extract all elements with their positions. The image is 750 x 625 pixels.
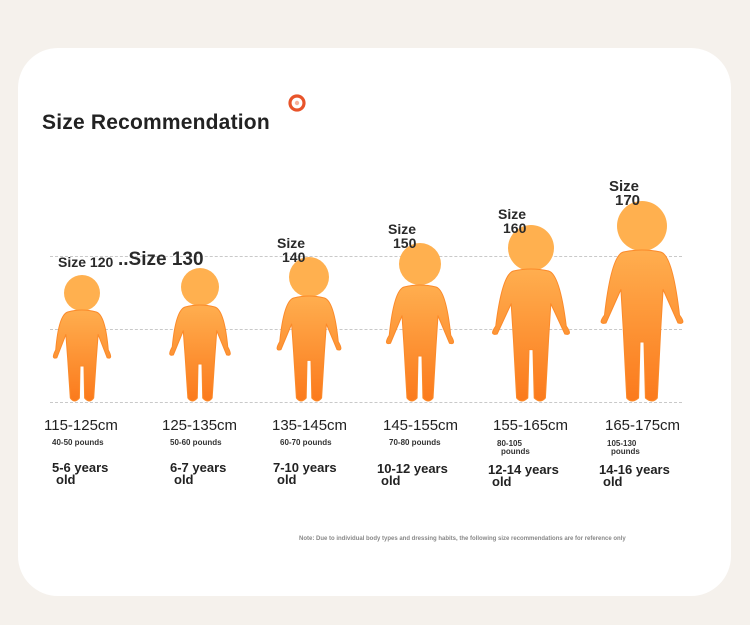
- weight-range-160: 80-105 pounds: [497, 439, 530, 456]
- figure-body: [169, 304, 231, 402]
- age-range-160: 12-14 years old: [488, 462, 559, 489]
- weight-range-150: 70-80 pounds: [389, 438, 441, 447]
- child-figure-140: [276, 257, 342, 402]
- figure-head: [399, 243, 441, 285]
- figure-body: [385, 284, 455, 402]
- size-label-140: Size 140: [277, 235, 306, 265]
- figure-head: [289, 257, 329, 297]
- child-figure-160: [492, 225, 570, 402]
- size-label-160: Size 160: [498, 206, 527, 236]
- figure-body: [492, 268, 570, 402]
- height-range-150: 145-155cm: [383, 417, 459, 434]
- figure-head: [508, 225, 554, 271]
- weight-range-130: 50-60 pounds: [170, 438, 222, 447]
- age-range-150: 10-12 years old: [377, 461, 448, 488]
- guide-line-middle: [50, 329, 682, 330]
- size-label-170: Size 170: [609, 178, 641, 209]
- figure-body: [276, 295, 342, 402]
- figure-head: [64, 275, 100, 311]
- guide-line-bottom: [50, 402, 682, 403]
- weight-range-170: 105-130 pounds: [607, 439, 640, 456]
- guide-line-top: [50, 256, 682, 257]
- age-range-130: 6-7 years old: [170, 460, 227, 487]
- child-figure-130: [169, 268, 231, 402]
- child-figure-170: [600, 201, 684, 402]
- height-range-160: 155-165cm: [493, 417, 569, 434]
- size-label-130: ..Size 130: [118, 249, 204, 270]
- weight-range-140: 60-70 pounds: [280, 438, 332, 447]
- size-label-120: Size 120: [58, 254, 114, 270]
- age-range-120: 5-6 years old: [52, 460, 109, 487]
- weight-range-120: 40-50 pounds: [52, 438, 104, 447]
- height-range-130: 125-135cm: [162, 417, 238, 434]
- height-range-120: 115-125cm: [44, 417, 118, 434]
- child-figure-150: [385, 243, 455, 402]
- figure-head: [181, 268, 219, 306]
- figure-body: [600, 249, 684, 402]
- age-range-140: 7-10 years old: [273, 460, 337, 487]
- size-chart-card: [18, 48, 731, 596]
- size-label-150: Size 150: [388, 221, 417, 251]
- figure-body: [52, 309, 112, 402]
- brand-logo-icon: [288, 94, 306, 112]
- age-range-170: 14-16 years old: [599, 462, 670, 489]
- reference-note: Note: Due to individual body types and d…: [299, 536, 626, 542]
- child-figure-120: [52, 275, 112, 402]
- height-range-140: 135-145cm: [272, 417, 348, 434]
- figure-head: [617, 201, 667, 251]
- height-range-170: 165-175cm: [605, 417, 681, 434]
- page-title: Size Recommendation: [42, 111, 270, 134]
